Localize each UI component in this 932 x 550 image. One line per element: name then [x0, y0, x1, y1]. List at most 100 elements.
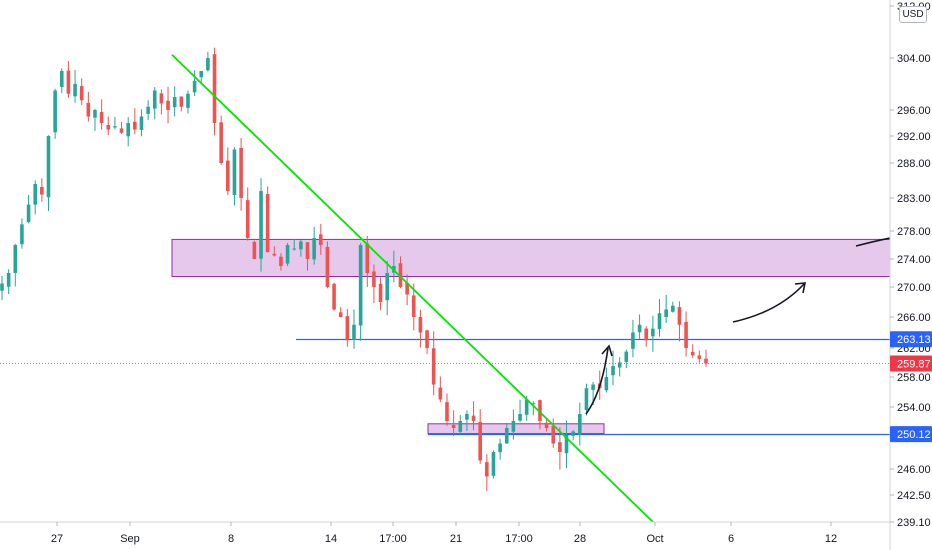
candle-body — [485, 462, 489, 477]
price-tick-label: 266.00 — [897, 312, 931, 324]
candle-body — [66, 70, 71, 94]
candle-body — [106, 125, 111, 130]
candle-body — [458, 421, 463, 432]
price-tick-label: 288.00 — [897, 158, 931, 170]
candle-body — [504, 428, 509, 444]
price-tick-label: 274.00 — [897, 254, 931, 266]
time-tick-label: Oct — [646, 533, 663, 545]
candle-body — [252, 241, 257, 259]
candle-body — [445, 402, 449, 421]
currency-badge[interactable]: USD — [899, 6, 927, 23]
candle-body — [498, 443, 502, 453]
candle-body — [584, 388, 589, 411]
candle-body — [378, 283, 383, 302]
candle-body — [657, 313, 662, 330]
candle-body — [611, 366, 615, 376]
candle-body — [79, 86, 84, 101]
arrow-up-2-head — [794, 282, 806, 294]
trendline-1 — [171, 54, 654, 523]
candle-body — [245, 200, 250, 238]
zone-2 — [427, 423, 605, 435]
candle-body — [113, 126, 117, 128]
candle-body — [99, 112, 104, 123]
drawn-arrows — [585, 237, 891, 415]
price-tick-label: 270.00 — [897, 282, 931, 294]
candle-body — [544, 422, 549, 428]
candle-body — [40, 186, 44, 195]
candle-body — [664, 309, 668, 317]
price-tick-label: 246.00 — [897, 464, 931, 476]
candle-body — [465, 414, 469, 420]
candle-body — [13, 245, 18, 273]
candle-body — [59, 71, 64, 87]
candle-body — [0, 283, 4, 291]
price-tag-box — [890, 331, 932, 348]
supply-demand-zones — [171, 238, 891, 435]
candle-body — [697, 355, 702, 359]
candle-body — [677, 307, 682, 325]
candle-body — [259, 191, 263, 259]
candle-body — [571, 431, 575, 436]
candle-body — [206, 58, 210, 71]
time-tick-label: 12 — [825, 533, 837, 545]
candle-body — [617, 362, 622, 368]
candle-body — [186, 93, 190, 108]
candle-body — [471, 415, 476, 421]
candle-body — [591, 384, 595, 390]
candle-body — [524, 399, 529, 415]
candle-body — [232, 149, 237, 195]
candle-body — [425, 330, 429, 348]
price-tick-label: 242.50 — [897, 490, 931, 502]
candle-body — [478, 421, 482, 461]
time-tick-label: 21 — [450, 533, 462, 545]
candle-body — [146, 106, 150, 114]
candle-body — [119, 128, 124, 133]
candle-body — [272, 253, 277, 256]
candle-body — [265, 193, 270, 252]
candle-body — [578, 414, 582, 435]
candle-body — [20, 224, 24, 245]
candle-body — [299, 241, 303, 250]
candle-body — [179, 96, 184, 107]
price-tag-box — [890, 355, 932, 372]
candle-body — [405, 283, 409, 295]
price-tick-label: 239.10 — [897, 517, 931, 529]
candle-body — [624, 351, 629, 362]
price-tag-label: 250.12 — [897, 429, 931, 441]
price-tick-label: 304.00 — [897, 53, 931, 65]
price-axis[interactable]: 239.10242.50246.00250.00254.00258.00262.… — [890, 1, 931, 529]
time-tick-label: 17:00 — [379, 533, 407, 545]
candle-body — [431, 348, 436, 385]
candle-body — [538, 400, 542, 421]
time-axis[interactable]: 27 Sep 8 14 17:00 21 17:00 28 Oct 6 12 — [51, 522, 837, 545]
zone-1 — [171, 238, 891, 277]
candle-body — [491, 452, 496, 476]
horizontal-levels — [0, 338, 890, 436]
candle-body — [451, 425, 456, 428]
arrow-up-3 — [855, 237, 891, 247]
arrow-up-2 — [732, 283, 805, 323]
candle-body — [53, 90, 57, 133]
candle-body — [637, 324, 642, 333]
candle-body — [345, 316, 350, 341]
candle-body — [212, 54, 217, 123]
candle-body — [26, 204, 31, 223]
candlestick-series — [0, 47, 708, 492]
candle-body — [684, 321, 688, 348]
price-tick-label: 283.00 — [897, 193, 931, 205]
candle-body — [133, 121, 137, 130]
candle-body — [33, 184, 38, 205]
candle-body — [332, 283, 336, 310]
candle-body — [152, 90, 157, 109]
candle-body — [564, 435, 569, 454]
price-tick-label: 292.00 — [897, 131, 931, 143]
candle-body — [86, 102, 91, 117]
candle-body — [670, 305, 675, 312]
candle-body — [418, 316, 423, 333]
candle-body — [139, 116, 144, 130]
candle-body — [531, 403, 536, 405]
time-tick-label: 14 — [325, 533, 337, 545]
candle-body — [172, 97, 177, 108]
candle-body — [325, 246, 330, 287]
